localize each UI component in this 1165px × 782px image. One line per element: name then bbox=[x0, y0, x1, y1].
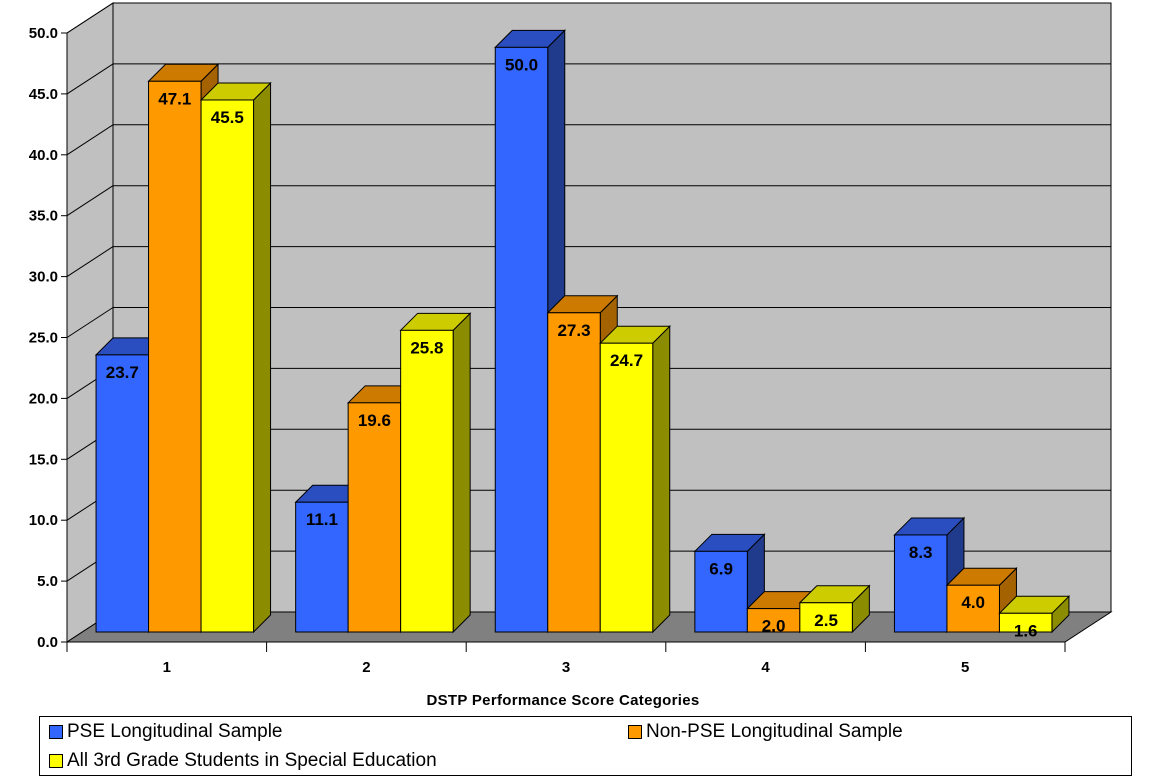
y-tick-label: 30.0 bbox=[29, 269, 58, 286]
bar-front bbox=[694, 550, 748, 633]
y-tick-label: 25.0 bbox=[29, 330, 58, 347]
data-label: 8.3 bbox=[909, 543, 933, 562]
bar-front bbox=[547, 312, 601, 633]
bar-front bbox=[400, 329, 454, 633]
bar-front bbox=[893, 534, 948, 633]
bar-front bbox=[95, 354, 150, 633]
bar-side bbox=[253, 81, 272, 634]
gridline-diagonal bbox=[66, 185, 114, 217]
y-tick-label: 45.0 bbox=[29, 86, 58, 103]
legend-swatch-all-3rd-grade bbox=[49, 754, 63, 768]
x-tick-label: 4 bbox=[761, 659, 770, 676]
y-tick-label: 5.0 bbox=[37, 573, 58, 590]
bar-front bbox=[347, 402, 402, 633]
legend-item-all-3rd-grade: All 3rd Grade Students in Special Educat… bbox=[49, 750, 437, 772]
y-tick-label: 50.0 bbox=[29, 25, 58, 42]
legend-swatch-pse bbox=[49, 725, 63, 739]
legend: PSE Longitudinal Sample Non-PSE Longitud… bbox=[39, 716, 1132, 776]
bar-front bbox=[799, 602, 853, 633]
bar-front bbox=[494, 46, 549, 633]
legend-label-non-pse: Non-PSE Longitudinal Sample bbox=[646, 721, 903, 742]
data-label: 2.5 bbox=[814, 611, 838, 630]
gridline-diagonal bbox=[66, 124, 114, 156]
bar bbox=[199, 81, 272, 634]
data-label: 23.7 bbox=[106, 363, 139, 382]
legend-swatch-non-pse bbox=[628, 725, 642, 739]
data-label: 1.6 bbox=[1014, 621, 1038, 640]
data-label: 19.6 bbox=[358, 411, 391, 430]
bars bbox=[94, 29, 1071, 634]
gridline-diagonal bbox=[66, 307, 114, 338]
legend-label-pse: PSE Longitudinal Sample bbox=[67, 721, 283, 742]
bar-front bbox=[998, 612, 1053, 633]
data-label: 45.5 bbox=[211, 108, 244, 127]
y-tick-label: 0.0 bbox=[37, 634, 58, 651]
bar bbox=[693, 533, 766, 634]
y-tick-label: 20.0 bbox=[29, 390, 58, 407]
bar-front bbox=[200, 99, 255, 633]
data-label: 6.9 bbox=[709, 559, 733, 578]
bar-side bbox=[452, 312, 471, 634]
gridline-diagonal bbox=[66, 2, 114, 34]
x-tick-label: 1 bbox=[163, 659, 171, 676]
x-tick-label: 2 bbox=[362, 659, 370, 676]
data-label: 24.7 bbox=[610, 351, 643, 370]
gridline-diagonal bbox=[66, 63, 114, 95]
bar bbox=[399, 312, 472, 634]
gridline-diagonal bbox=[66, 246, 114, 278]
data-label: 2.0 bbox=[762, 617, 786, 636]
x-tick-label: 3 bbox=[562, 659, 570, 676]
data-label: 25.8 bbox=[410, 338, 443, 357]
data-labels: 23.7 47.1 45.5 11.1 19.6 25.8 50.0 27.3 24.7 6.9 2… bbox=[106, 55, 1038, 640]
axes: 0.0 5.0 10.0 15.0 20.0 25.0 30.0 35.0 40.0 45.0 50… bbox=[29, 25, 1066, 676]
bar bbox=[798, 584, 871, 634]
bar-front bbox=[295, 501, 349, 633]
bar-front bbox=[946, 584, 1000, 633]
x-tick-label: 5 bbox=[961, 659, 969, 676]
data-label: 27.3 bbox=[557, 321, 590, 340]
bar-front bbox=[148, 80, 202, 633]
data-label: 4.0 bbox=[961, 593, 985, 612]
bar bbox=[998, 595, 1071, 634]
y-tick-label: 40.0 bbox=[29, 147, 58, 164]
y-tick-label: 15.0 bbox=[29, 451, 58, 468]
bar bbox=[599, 324, 671, 634]
data-label: 11.1 bbox=[306, 510, 338, 529]
bar-front bbox=[599, 342, 654, 633]
data-label: 50.0 bbox=[505, 55, 538, 74]
x-axis-title: DSTP Performance Score Categories bbox=[426, 692, 699, 709]
bar-side bbox=[652, 324, 671, 634]
y-tick-label: 10.0 bbox=[29, 512, 58, 529]
legend-item-non-pse: Non-PSE Longitudinal Sample bbox=[628, 721, 903, 743]
legend-label-all-3rd-grade: All 3rd Grade Students in Special Educat… bbox=[67, 750, 437, 771]
bar-chart: 0.0 5.0 10.0 15.0 20.0 25.0 30.0 35.0 40.0 45.0 50… bbox=[29, 2, 1113, 709]
y-tick-label: 35.0 bbox=[29, 208, 58, 225]
legend-item-pse: PSE Longitudinal Sample bbox=[49, 721, 282, 743]
data-label: 47.1 bbox=[158, 89, 191, 108]
